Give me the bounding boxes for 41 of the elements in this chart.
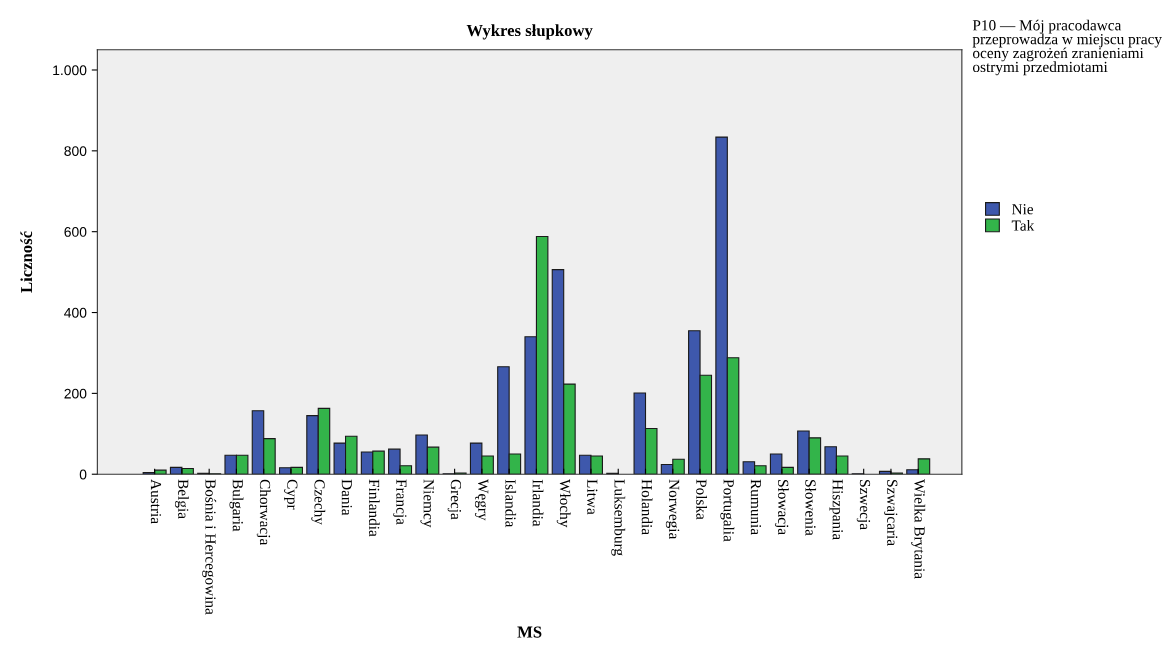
x-tick-label: Słowenia [805, 480, 817, 536]
x-tick-label: Finlandia [368, 479, 380, 537]
x-tick-label: Litwa [587, 479, 598, 515]
x-tick-label: Węgry [474, 479, 489, 521]
x-tick-label: Luksemburg [611, 479, 626, 556]
x-tick-label: Holandia [641, 479, 653, 535]
x-tick-label: Hiszpania [829, 479, 843, 540]
x-tick-label: Islandia [505, 479, 517, 528]
x-tick-label: Belgia [174, 479, 189, 519]
x-tick-label: Szwecja [856, 480, 871, 530]
x-tick-label: Chorwacja [256, 479, 271, 546]
x-tick-label: Wielka Brytania [911, 479, 926, 579]
x-tick-label: Czechy [311, 479, 326, 525]
x-axis-title: MS [517, 626, 542, 638]
x-tick-label: Austria [150, 479, 162, 524]
y-tick-label: 0 [79, 469, 87, 480]
x-tick-label: Grecja [447, 479, 462, 520]
y-tick-label: 200 [64, 388, 87, 399]
x-tick-label: Słowacja [774, 480, 789, 535]
x-tick-label: Francja [393, 479, 407, 525]
legend-title: P10 — Mój pracodawca przeprowadza w miejscu pracy oceny zagrożeń zranieniami ostrymi przedmiotami [972, 19, 1162, 76]
y-tick-label: 600 [64, 227, 87, 237]
x-tick-label: Szwajcaria [884, 480, 898, 546]
x-tick-label: Norwegia [665, 479, 680, 540]
x-tick-label: Bulgaria [229, 479, 244, 532]
x-tick-label: Niemcy [420, 479, 434, 528]
x-tick-label: Dania [341, 479, 352, 516]
chart-title: Wykres słupkowy [466, 24, 593, 40]
x-tick-label: Cypr [284, 479, 298, 510]
legend-label: Tak [1011, 220, 1035, 231]
x-tick-label: Rumunia [750, 479, 762, 535]
x-tick-label: Włochy [556, 479, 571, 528]
y-axis-title: Liczność [20, 231, 33, 293]
x-tick-label: Irlandia [532, 479, 544, 527]
y-tick-label: 800 [64, 146, 87, 157]
y-tick-label: 1.000 [53, 65, 87, 76]
x-tick-label: Portugalia [720, 479, 735, 542]
x-tick-label: Polska [696, 479, 707, 520]
y-tick-label: 400 [64, 307, 87, 318]
legend-label: Nie [1011, 204, 1034, 215]
x-tick-label: Bośnia i Hercegowina [202, 479, 217, 615]
